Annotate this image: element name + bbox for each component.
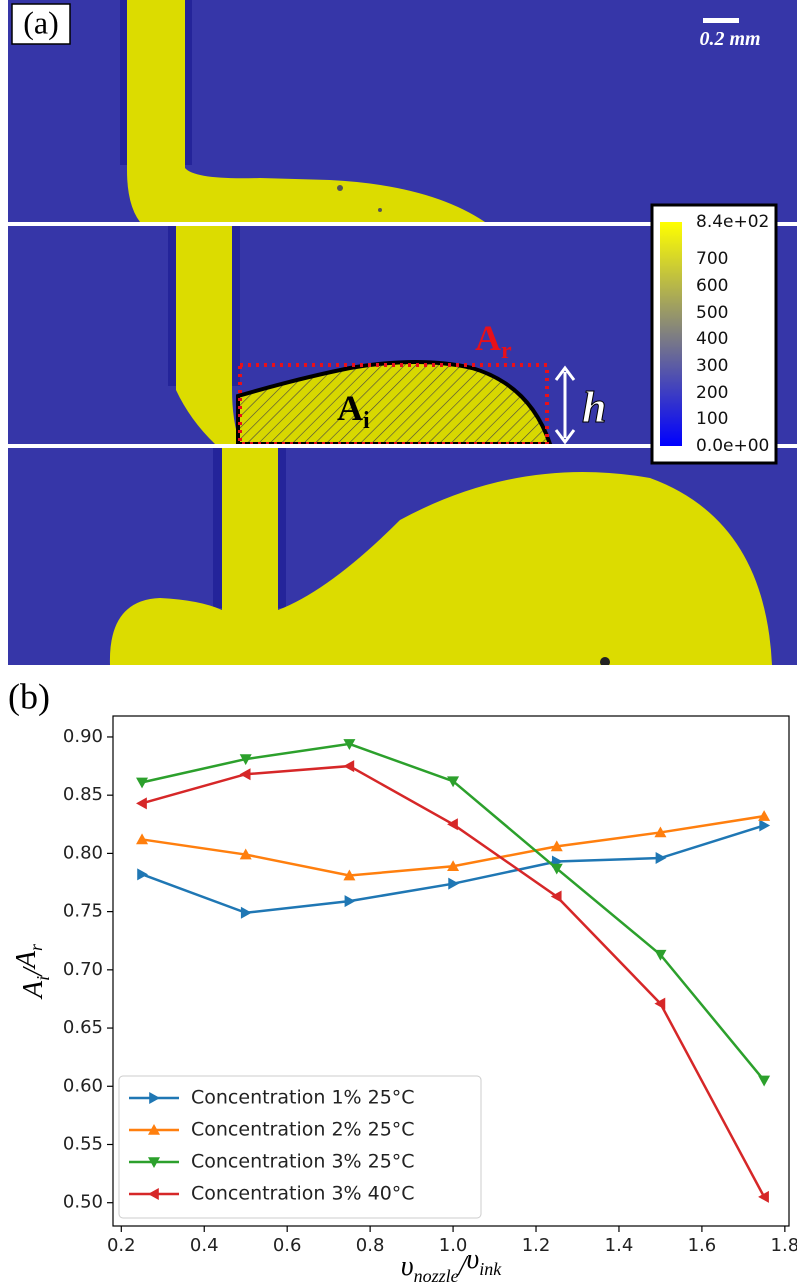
colorbar-label: 8.4e+02 [696,212,769,232]
y-tick-label: 0.70 [63,959,103,980]
marker [654,949,667,961]
marker [550,863,563,875]
marker [240,906,252,919]
colorbar-label: 300 [696,356,728,376]
marker [550,890,562,903]
legend-label: Concentration 2% 25°C [191,1119,415,1141]
x-tick-label: 1.8 [771,1235,797,1256]
colorbar: 8.4e+02 700 600 500 400 300 200 100 0.0e… [650,203,778,465]
marker [343,869,356,881]
colorbar-label: 0.0e+00 [696,436,769,456]
h-label: h [582,383,606,432]
plot-frame [112,715,790,1227]
marker [758,1075,771,1087]
x-tick-label: 0.6 [273,1235,302,1256]
y-tick-label: 0.80 [63,842,103,863]
colorbar-label: 400 [696,329,728,349]
ai-sub: i [363,408,370,434]
legend-box [118,1075,482,1219]
y-axis-label-part: / [18,966,49,978]
legend-marker [149,1092,160,1104]
marker [448,877,460,890]
marker [447,860,460,872]
marker [239,754,252,766]
x-tick-label: 1.0 [439,1235,468,1256]
series-line [141,742,766,1082]
y-axis-label-part: r [26,943,46,951]
marker [239,768,251,781]
strip-3 [109,448,773,665]
scale-bar [703,18,739,23]
marker [654,826,667,838]
colorbar-label: 200 [696,383,728,403]
marker [447,818,458,831]
ai-base: A [337,388,363,428]
legend-marker [148,1124,160,1135]
legend-marker [148,1157,160,1168]
x-axis-label-part: ink [479,1259,502,1279]
x-axis-label-part: / [457,1251,469,1282]
marker [343,760,355,773]
y-axis-label: Ai/Ar [11,943,53,1000]
marker [759,819,771,832]
y-tick-label: 0.55 [63,1133,103,1154]
x-tick-label: 0.2 [107,1235,136,1256]
colorbar-label: 500 [696,303,728,323]
strip-2 [168,226,576,444]
marker [655,852,667,865]
simulation-panel: (a) 0.2 mm Ar Ai h 8.4e+02 700 600 500 4… [8,0,797,665]
marker [136,833,149,845]
colorbar-label: 600 [696,276,728,296]
panel-label: (a) [23,4,59,40]
marker [136,797,147,810]
colorbar-label: 100 [696,409,728,429]
y-tick-label: 0.60 [63,1075,103,1096]
marker [654,997,666,1010]
scale-bar-label: 0.2 mm [699,28,760,50]
label-box [11,3,71,45]
y-axis-label-part: A [11,950,42,970]
y-tick-label: 0.50 [63,1192,103,1213]
marker [137,868,149,881]
marker [447,776,460,788]
marker [136,777,149,789]
marker [758,810,771,821]
ai-label: Ai [337,388,370,434]
x-axis-label-part: υ [466,1244,479,1275]
x-axis-label: υnozzle/υink [401,1244,503,1286]
marker [550,840,563,852]
x-tick-label: 1.6 [688,1235,717,1256]
legend-label: Concentration 1% 25°C [191,1087,415,1109]
ar-sub: r [501,338,512,364]
marker [239,848,252,860]
legend-marker [148,1188,159,1200]
legend-label: Concentration 3% 40°C [191,1183,415,1205]
y-tick-label: 0.90 [63,726,103,747]
ar-label: Ar [475,318,512,364]
y-axis-label-part: A [18,980,49,1000]
y-tick-label: 0.65 [63,1017,103,1038]
ar-base: A [475,318,501,358]
line-chart: 0.50 0.55 0.60 0.65 0.70 0.75 0.80 0.85 0.90 0.2 0… [11,715,797,1286]
colorbar-label: 700 [696,249,728,269]
x-tick-label: 1.2 [522,1235,551,1256]
panel-label: (b) [8,676,50,716]
y-tick-label: 0.75 [63,901,103,922]
y-tick-label: 0.85 [63,784,103,805]
marker [758,1190,769,1203]
x-tick-label: 1.4 [605,1235,634,1256]
y-axis-label-part: i [33,976,53,981]
legend-label: Concentration 3% 25°C [191,1151,415,1173]
marker [343,739,356,750]
x-tick-label: 0.4 [190,1235,219,1256]
x-axis-label-part: nozzle [414,1266,459,1286]
strip-1 [120,0,485,222]
x-axis-label-part: υ [401,1251,414,1282]
marker [344,895,356,908]
x-tick-label: 0.8 [356,1235,385,1256]
